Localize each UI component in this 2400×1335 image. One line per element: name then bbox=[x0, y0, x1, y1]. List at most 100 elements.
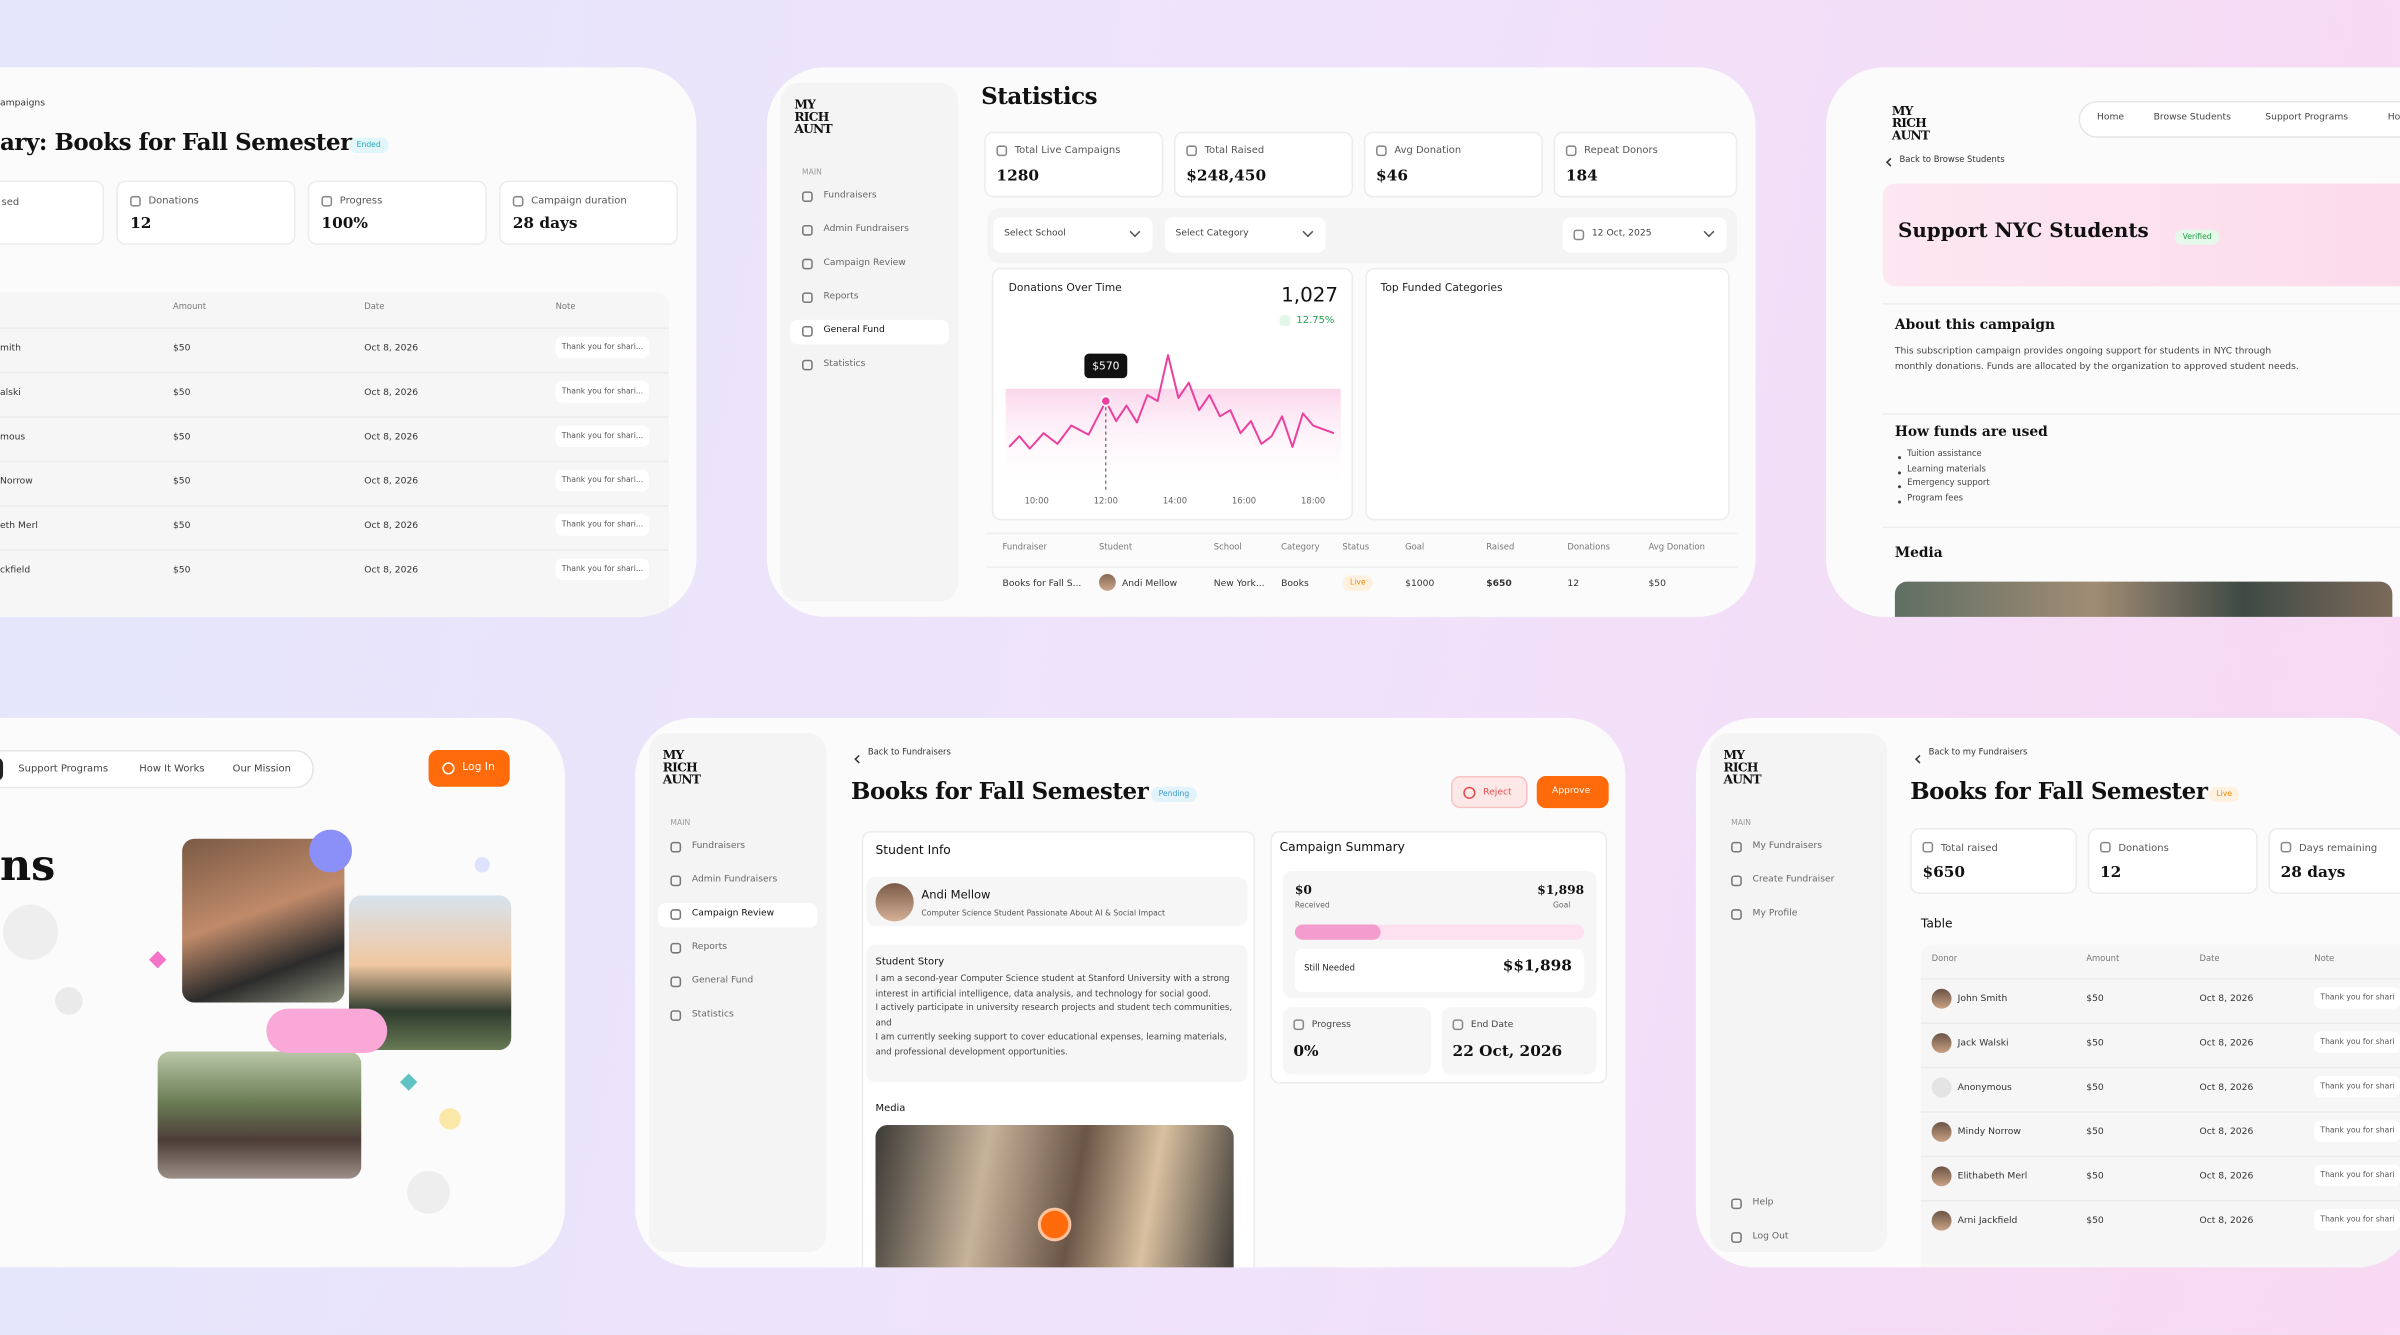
logo-line: RICH bbox=[1723, 759, 1758, 775]
nav-item[interactable]: Log Out bbox=[1752, 1230, 1789, 1242]
donor: Jack Walski bbox=[1957, 1037, 2009, 1049]
panel: MY RICH AUNT MAIN Fundraisers Admin Fundraise… bbox=[635, 717, 1626, 1268]
stat-label: Days remaining bbox=[2298, 841, 2378, 855]
approve-label[interactable]: Approve bbox=[1552, 785, 1591, 796]
play-button[interactable] bbox=[1037, 1207, 1072, 1242]
nav-item[interactable]: Statistics bbox=[691, 1008, 734, 1020]
sparkle bbox=[148, 951, 167, 969]
amount: $50 bbox=[172, 387, 191, 398]
donor: Anonymous bbox=[1957, 1082, 2012, 1093]
note: Thank you for shari bbox=[2314, 1076, 2400, 1098]
logo: MY RICH AUNT bbox=[663, 748, 709, 791]
back-link[interactable]: Back to Fundraisers bbox=[867, 748, 951, 758]
nav-link[interactable]: How It Works bbox=[139, 762, 205, 775]
section-title: About this campaign bbox=[1894, 318, 2056, 334]
logo: MY RICH AUNT bbox=[1892, 104, 1938, 147]
nav-active bbox=[789, 319, 949, 345]
icon bbox=[802, 258, 813, 270]
icon bbox=[670, 1010, 682, 1021]
status-badge: Ended bbox=[348, 137, 389, 154]
table-row bbox=[1920, 1066, 2400, 1107]
nav-item[interactable]: General Fund bbox=[691, 975, 754, 986]
back-link[interactable]: Back to Browse Students bbox=[1899, 156, 2005, 166]
table-row bbox=[1920, 978, 2400, 1018]
icon bbox=[1452, 1019, 1464, 1031]
donor: ckfield bbox=[0, 564, 31, 576]
section-title: How funds are used bbox=[1894, 425, 2048, 441]
nav-item[interactable]: Reports bbox=[691, 941, 728, 953]
headline: ns bbox=[0, 840, 56, 891]
fund-item: Emergency support bbox=[1907, 479, 1990, 489]
campaign-title: Support NYC Students bbox=[1897, 220, 2149, 244]
info-value: 22 Oct, 2026 bbox=[1452, 1043, 1563, 1061]
approve-button[interactable]: Approve bbox=[1536, 776, 1609, 809]
nav-item[interactable]: Fundraisers bbox=[823, 189, 877, 201]
reject-button[interactable]: Reject bbox=[1451, 776, 1528, 809]
date-label: 12 Oct, 2025 bbox=[1591, 228, 1652, 239]
date: Oct 8, 2026 bbox=[364, 342, 419, 354]
nav-item[interactable]: My Profile bbox=[1752, 907, 1798, 919]
donor: Arni Jackfield bbox=[1957, 1215, 2018, 1227]
stat-value: 100% bbox=[321, 215, 368, 233]
logo-line: AUNT bbox=[794, 120, 832, 137]
table-header: Note bbox=[2314, 955, 2335, 965]
table-row bbox=[0, 416, 669, 456]
login-label[interactable]: Log In bbox=[462, 760, 495, 773]
table-row bbox=[0, 371, 669, 412]
row-divider bbox=[987, 566, 1738, 568]
panel: MY RICH AUNT MAIN My Fundraisers Create Fundr… bbox=[1695, 717, 2400, 1268]
student-name: Andi Mellow bbox=[921, 887, 991, 902]
nav-link[interactable]: Ho bbox=[2387, 111, 2400, 123]
goal-value: $1,898 bbox=[1537, 881, 1585, 897]
page-title: ary: Books for Fall Semester bbox=[0, 128, 352, 157]
logo-line: RICH bbox=[794, 108, 829, 124]
date-select[interactable]: 12 Oct, 2025 bbox=[1562, 217, 1727, 253]
table-header: Amount bbox=[2086, 955, 2120, 965]
table-header: Note bbox=[555, 303, 576, 313]
stat-label: Progress bbox=[339, 194, 383, 207]
nav-link[interactable]: Browse Students bbox=[2153, 111, 2231, 123]
photo bbox=[157, 1051, 362, 1179]
nav-item[interactable]: Campaign Review bbox=[823, 257, 906, 268]
icon bbox=[1731, 909, 1742, 920]
fund-item: Tuition assistance bbox=[1907, 450, 1982, 460]
nav-link[interactable]: Support Programs bbox=[2265, 111, 2349, 123]
back-link[interactable]: Back to my Fundraisers bbox=[1928, 748, 2028, 758]
select[interactable]: Select School bbox=[993, 217, 1153, 253]
nav-item[interactable]: Admin Fundraisers bbox=[691, 873, 778, 885]
nav-link[interactable]: Support Programs bbox=[18, 762, 109, 775]
x-tick-label: 18:00 bbox=[1301, 496, 1325, 506]
nav-item[interactable]: Statistics bbox=[823, 358, 866, 369]
nav-link[interactable]: Our Mission bbox=[232, 762, 291, 775]
icon bbox=[802, 191, 813, 203]
avatar bbox=[1931, 1077, 1952, 1098]
nav-item[interactable]: Create Fundraiser bbox=[1752, 873, 1835, 885]
logo-line: RICH bbox=[662, 759, 698, 775]
reject-label[interactable]: Reject bbox=[1483, 786, 1512, 798]
reject-icon bbox=[1463, 786, 1476, 799]
nav-item[interactable]: Help bbox=[1752, 1196, 1774, 1208]
nav-item[interactable]: My Fundraisers bbox=[1752, 840, 1823, 852]
login-button[interactable]: Log In bbox=[428, 750, 510, 787]
story-text: I am a second-year Computer Science stud… bbox=[876, 973, 1236, 1060]
nav-item[interactable]: Fundraisers bbox=[691, 840, 746, 852]
x-tick-label: 12:00 bbox=[1094, 496, 1118, 506]
received-value: $0 bbox=[1294, 881, 1312, 897]
panel: ampaigns ary: Books for Fall Semester Ende… bbox=[0, 67, 697, 617]
nav-item[interactable]: Admin Fundraisers bbox=[823, 223, 909, 235]
select[interactable]: Select Category bbox=[1164, 217, 1326, 253]
nav-item[interactable]: Reports bbox=[823, 290, 859, 302]
nav-link[interactable]: Home bbox=[2096, 111, 2125, 123]
goal-label: Goal bbox=[1552, 901, 1571, 911]
amount: $50 bbox=[2086, 1037, 2104, 1049]
profile-box bbox=[866, 877, 1248, 927]
nav-item[interactable]: General Fund bbox=[823, 324, 885, 336]
logo-line: RICH bbox=[1891, 114, 1927, 131]
needed-box bbox=[1294, 948, 1585, 992]
date: Oct 8, 2026 bbox=[2199, 1215, 2254, 1227]
info-label: Progress bbox=[1311, 1019, 1351, 1031]
received-label: Received bbox=[1294, 901, 1330, 911]
icon bbox=[996, 145, 1008, 157]
nav-item[interactable]: Campaign Review bbox=[691, 907, 775, 919]
table-row bbox=[0, 505, 669, 545]
